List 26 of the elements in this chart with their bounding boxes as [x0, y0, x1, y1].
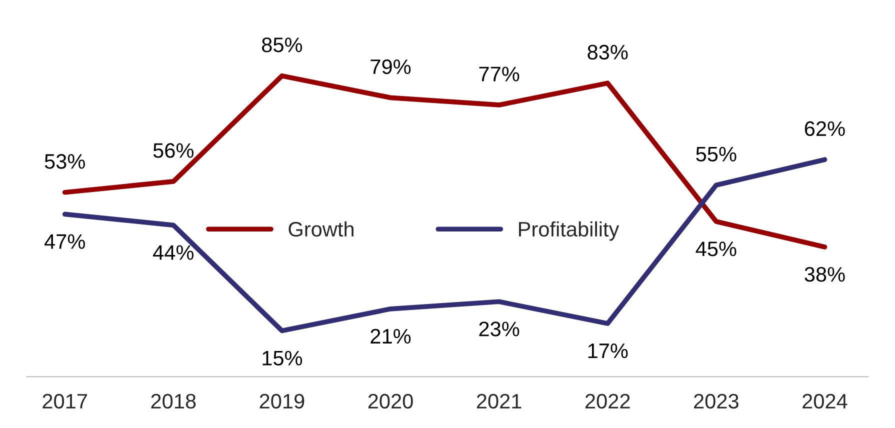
data-label: 53% — [44, 154, 85, 169]
data-label: 83% — [588, 44, 628, 60]
x-tick-label: 2017 — [42, 394, 87, 409]
x-tick-label: 2020 — [368, 394, 413, 409]
data-label: 38% — [804, 266, 845, 282]
x-tick-label: 2023 — [694, 394, 738, 409]
data-label: 45% — [696, 242, 736, 256]
data-label: 15% — [262, 350, 302, 366]
x-tick-label: 2018 — [151, 394, 196, 409]
legend-label: Profitability — [519, 221, 620, 241]
data-label: 23% — [479, 322, 520, 336]
legend-label: Growth — [288, 221, 354, 237]
data-label: 85% — [262, 38, 302, 52]
data-label: 79% — [370, 59, 411, 74]
data-label: 17% — [588, 344, 628, 358]
data-label: 21% — [370, 328, 411, 344]
x-tick-label: 2024 — [802, 394, 848, 409]
x-tick-label: 2022 — [585, 394, 630, 409]
data-label: 44% — [153, 245, 194, 260]
data-label: 62% — [804, 121, 845, 136]
x-tick-label: 2021 — [476, 394, 522, 409]
data-label: 47% — [44, 234, 85, 249]
data-label: 56% — [153, 143, 194, 158]
data-label: 77% — [479, 66, 520, 82]
data-label: 55% — [696, 146, 736, 162]
x-tick-label: 2019 — [260, 394, 304, 409]
